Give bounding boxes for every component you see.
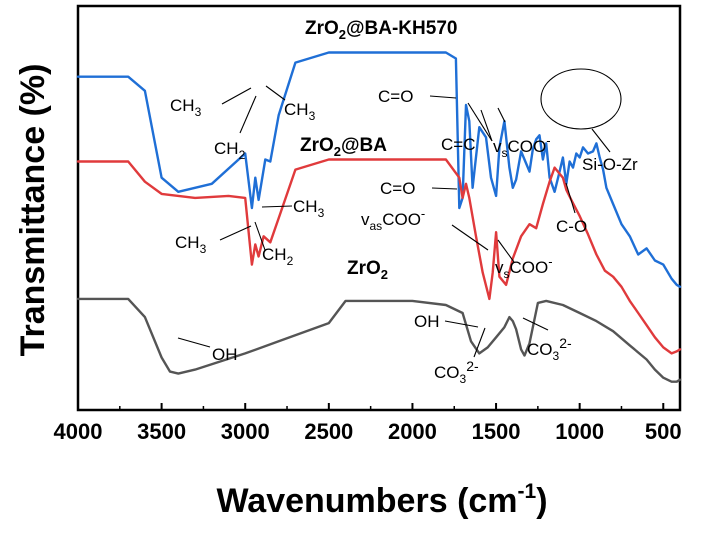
label-blue-ch2: CH2 [214, 139, 246, 162]
x-tick-label-2000: 2000 [388, 419, 437, 444]
x-axis-title: Wavenumbers (cm-1) [216, 480, 547, 520]
label-gray-co3-right: CO32- [527, 335, 572, 363]
x-tick-label-4000: 4000 [54, 419, 103, 444]
x-tick-label-3000: 3000 [221, 419, 270, 444]
series-title-zro2: ZrO2 [347, 258, 388, 282]
spectra-lines [76, 51, 682, 383]
arrow-red-ch3-left [219, 225, 252, 241]
series-title-zrba: ZrO2@BA [300, 135, 387, 159]
label-red-vascoo: vasCOO- [361, 206, 425, 233]
arrow-gray-oh-right [444, 320, 479, 328]
arrow-red-c-o [565, 182, 576, 214]
arrow-red-ch2 [254, 221, 266, 251]
arrow-blue-ch3-right [265, 85, 286, 101]
series-line-zrba-kh570 [76, 51, 682, 288]
x-tick-label-1500: 1500 [472, 419, 521, 444]
x-tick-label-1000: 1000 [555, 419, 604, 444]
label-blue-co: C=O [378, 87, 413, 106]
annotations-zrba [219, 182, 576, 263]
arrow-blue-ch2 [239, 95, 257, 134]
arrow-gray-co3-right [522, 317, 549, 331]
arrow-blue-vscoo [497, 107, 506, 123]
arrow-blue-cc-2 [480, 109, 493, 142]
label-red-c-o: C-O [556, 217, 587, 236]
x-tick-label-3500: 3500 [137, 419, 186, 444]
arrow-blue-cc-1 [467, 102, 493, 142]
x-tick-label-500: 500 [645, 419, 682, 444]
label-blue-vscoo: vsCOO- [493, 133, 551, 160]
label-blue-cc: C=C [441, 135, 475, 154]
label-blue-sioz: Si-O-Zr [582, 155, 638, 174]
arrow-red-vscoo [497, 239, 515, 263]
arrow-red-co [431, 187, 458, 190]
label-red-co: C=O [380, 179, 415, 198]
plot-frame [76, 4, 682, 412]
x-tick-label-2500: 2500 [304, 419, 353, 444]
label-blue-ch3-left: CH3 [170, 96, 202, 119]
y-axis-title: Transmittance (%) [14, 64, 52, 357]
arrow-blue-ch3-left [221, 87, 252, 105]
arrow-gray-co3-left [473, 327, 486, 358]
label-red-ch3-right: CH3 [293, 197, 325, 220]
series-title-zrba-kh570: ZrO2@BA-KH570 [305, 18, 457, 42]
label-gray-co3-left: CO32- [434, 358, 479, 386]
arrow-gray-oh-left [177, 337, 211, 348]
arrow-blue-sioz [591, 128, 611, 153]
annotations-zrba-kh570 [221, 68, 622, 153]
sioz-ellipse [540, 68, 622, 130]
label-gray-oh-right: OH [414, 312, 440, 331]
arrow-blue-co [429, 95, 457, 99]
arrow-red-ch3-right [261, 205, 293, 208]
arrow-red-vascoo [451, 224, 489, 251]
label-gray-oh-left: OH [212, 345, 238, 364]
label-red-ch3-left: CH3 [175, 233, 207, 256]
label-red-vscoo: vsCOO- [495, 254, 553, 281]
label-blue-ch3-right: CH3 [284, 100, 316, 123]
x-axis-ticks: 4000 3500 3000 2500 2000 1500 1000 500 [54, 403, 682, 444]
series-line-zro2 [76, 297, 682, 383]
label-red-ch2: CH2 [262, 245, 294, 268]
annotations-zro2 [177, 317, 549, 358]
series-line-zrba [76, 158, 682, 355]
